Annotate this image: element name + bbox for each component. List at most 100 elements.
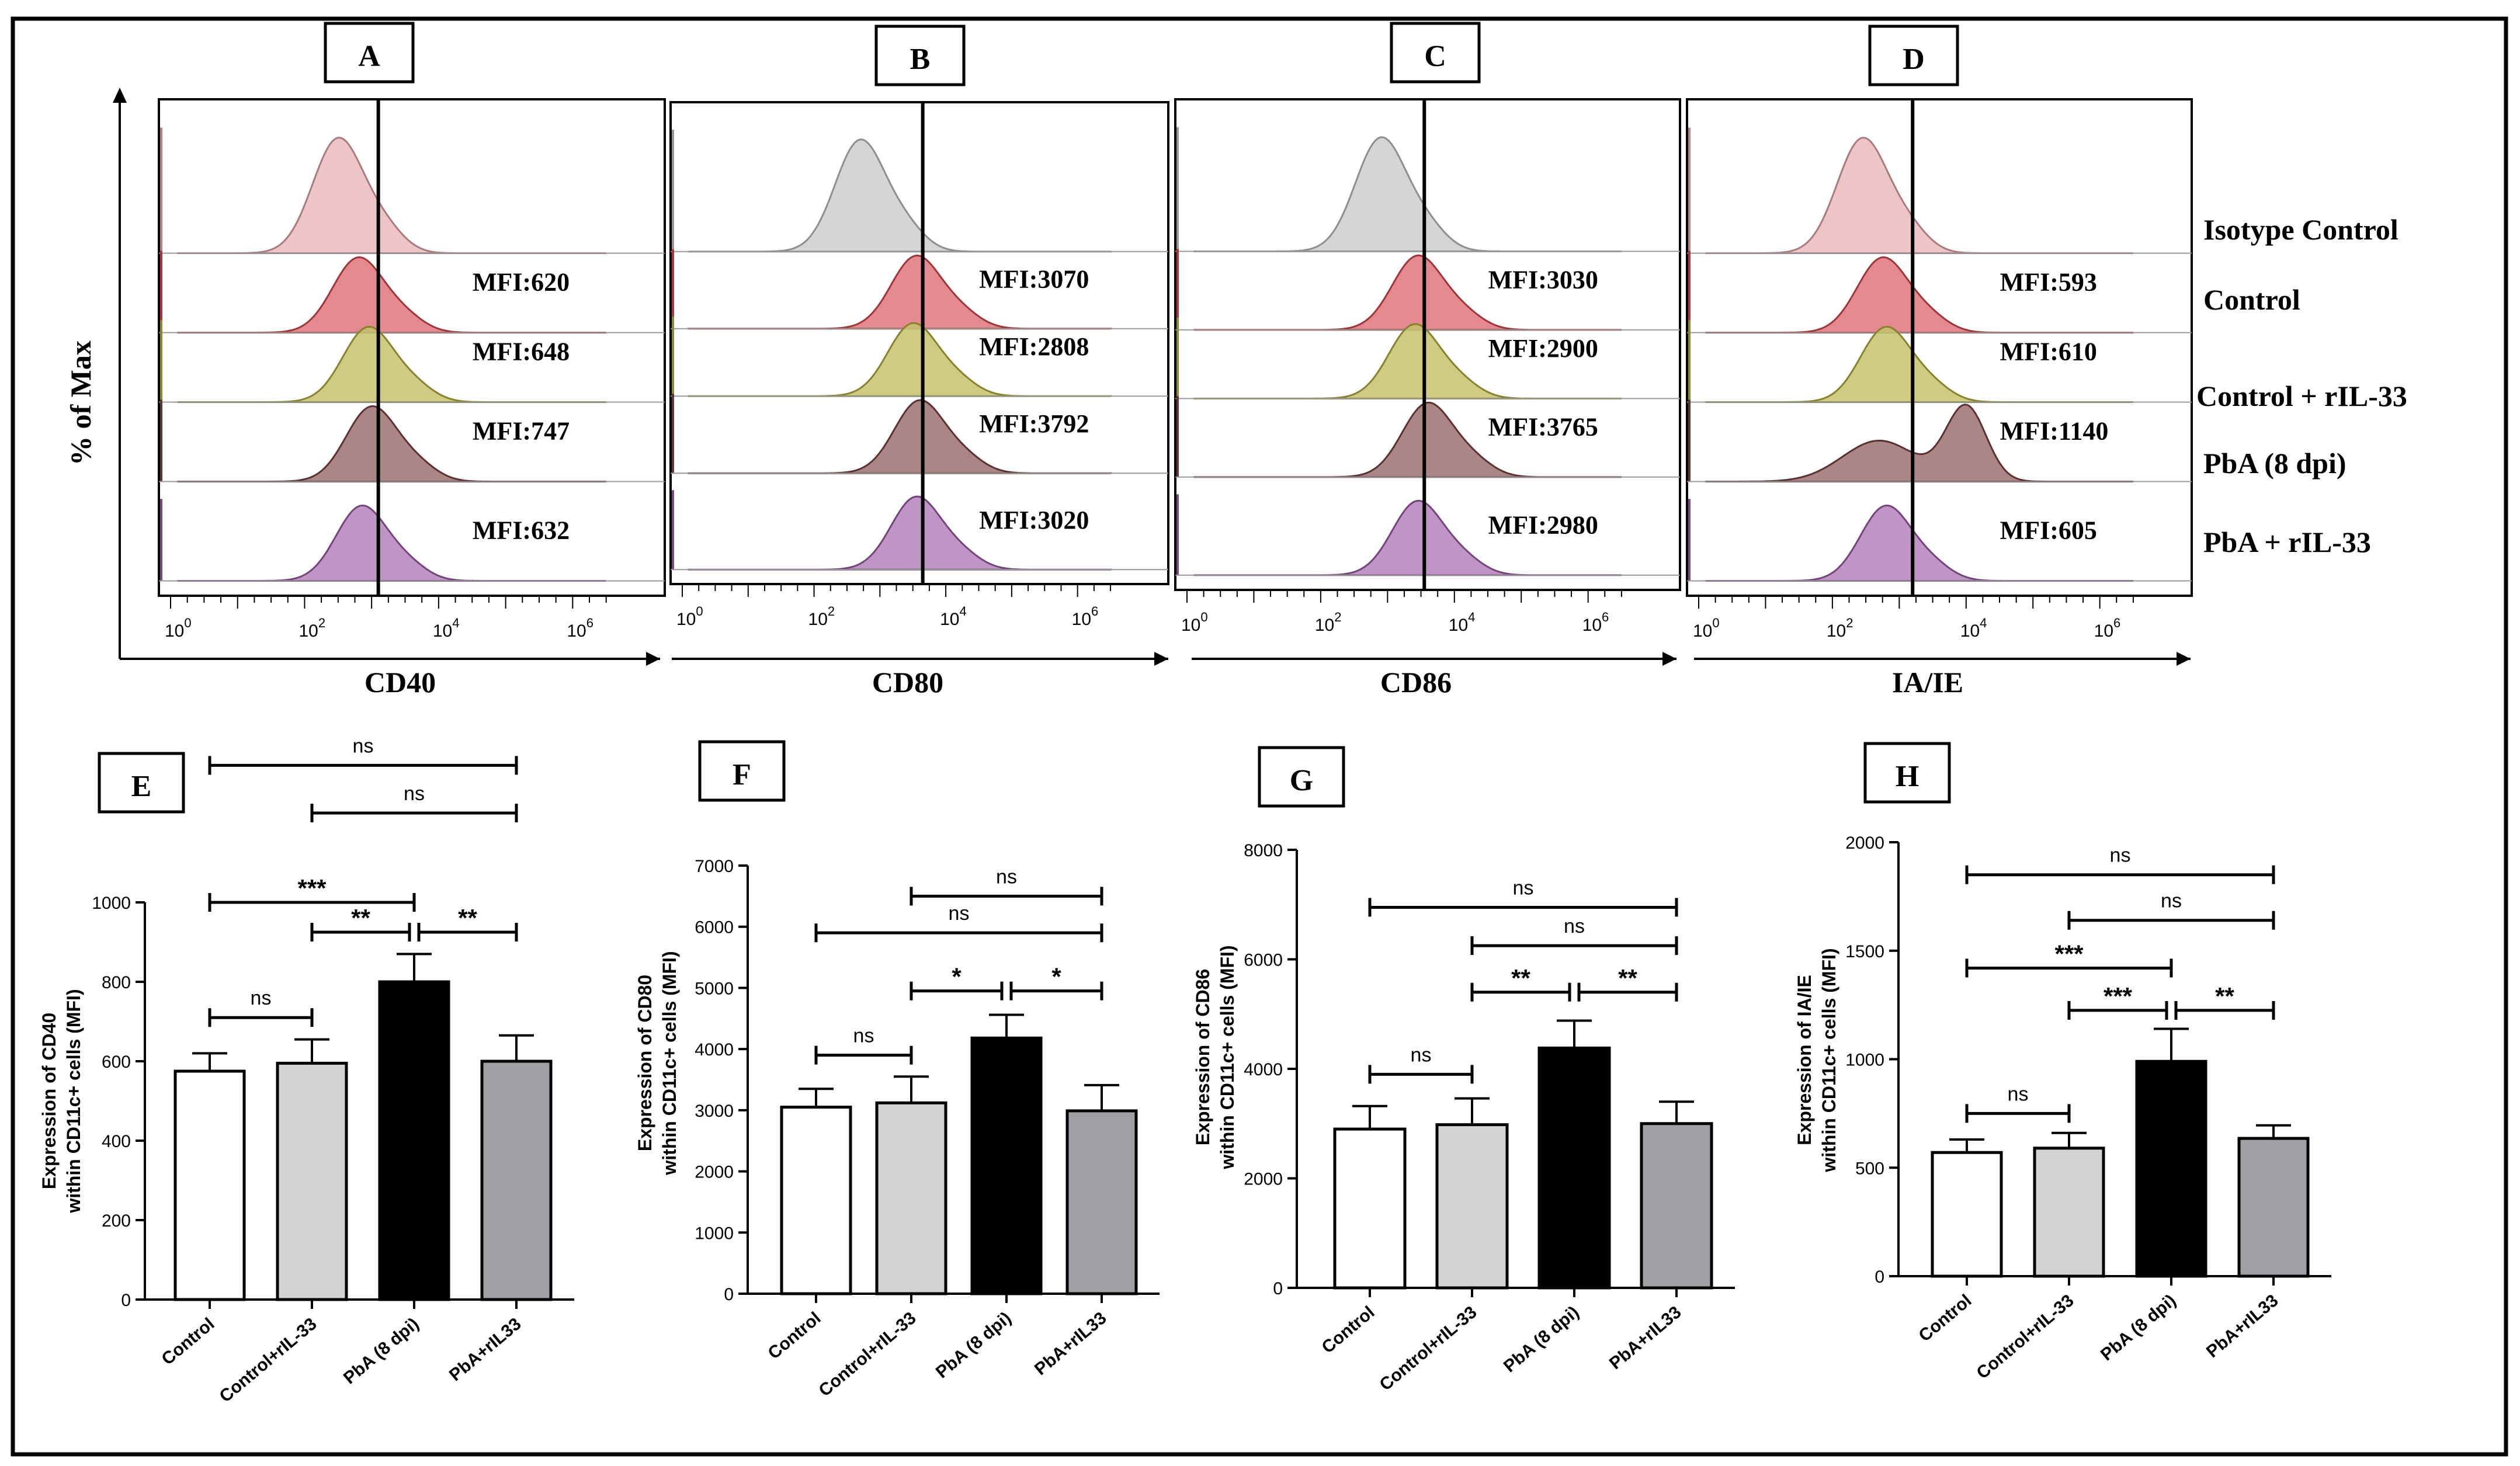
significance-label: *** bbox=[2104, 982, 2133, 1010]
category-label: PbA (8 dpi) bbox=[2097, 1291, 2180, 1364]
bar bbox=[1931, 1151, 2003, 1278]
panel-label: A bbox=[358, 40, 380, 73]
mfi-value: MFI:3765 bbox=[1488, 412, 1598, 441]
mfi-value: MFI:593 bbox=[2000, 268, 2097, 296]
x-tick-exponent: 6 bbox=[1602, 610, 1609, 624]
mfi-value: MFI:3030 bbox=[1488, 265, 1598, 294]
y-tick-label: 3000 bbox=[695, 1102, 734, 1121]
x-tick-label: 100 bbox=[676, 604, 703, 629]
significance-label: ns bbox=[2008, 1083, 2029, 1105]
bar bbox=[2135, 1059, 2207, 1278]
significance-label: ns bbox=[1513, 877, 1534, 899]
y-tick-label: 2000 bbox=[1244, 1170, 1283, 1189]
y-tick-label: 2000 bbox=[695, 1163, 734, 1182]
mfi-value: MFI:2980 bbox=[1488, 510, 1598, 539]
x-axis-arrow bbox=[1662, 652, 1676, 666]
significance-label: ** bbox=[351, 904, 370, 932]
bar bbox=[780, 1106, 852, 1295]
y-tick-label: 0 bbox=[1875, 1267, 1884, 1287]
bar bbox=[970, 1036, 1043, 1295]
x-tick-label: 102 bbox=[1827, 616, 1853, 641]
x-tick-exponent: 2 bbox=[318, 616, 325, 630]
bar bbox=[378, 980, 450, 1301]
row-label: Control + rIL-33 bbox=[2196, 380, 2407, 412]
x-tick-label: 102 bbox=[298, 616, 325, 641]
bar-panel-F: F 0 1000 2000 3000 4000 5000 6000 7000 Expression… bbox=[634, 740, 1160, 1401]
y-tick-label: 4000 bbox=[1244, 1060, 1283, 1079]
bar bbox=[1333, 1127, 1407, 1290]
x-tick-label: 104 bbox=[433, 616, 460, 641]
bar bbox=[480, 1059, 553, 1301]
bar bbox=[173, 1069, 246, 1301]
mfi-value: MFI:648 bbox=[473, 337, 570, 366]
panel-label-box bbox=[324, 22, 415, 84]
x-tick-label: 106 bbox=[1582, 610, 1609, 635]
significance-label: ns bbox=[404, 783, 425, 805]
panel-label-box bbox=[1390, 22, 1481, 84]
bar bbox=[1640, 1122, 1713, 1290]
y-axis-label-line: Expression of CD86 bbox=[1192, 969, 1213, 1145]
x-tick-exponent: 2 bbox=[1334, 610, 1341, 624]
mfi-value: MFI:3070 bbox=[979, 265, 1089, 294]
x-tick-exponent: 4 bbox=[959, 604, 966, 619]
significance-label: *** bbox=[297, 874, 327, 902]
x-tick-label: 104 bbox=[1449, 610, 1476, 635]
x-tick-label: 104 bbox=[1960, 616, 1987, 641]
x-axis-arrow bbox=[646, 652, 660, 666]
y-tick-label: 200 bbox=[102, 1211, 131, 1231]
x-axis-arrow bbox=[2177, 652, 2191, 666]
panel-label-box bbox=[1868, 25, 1959, 86]
significance-label: ns bbox=[1564, 915, 1585, 937]
histogram-panel-B: B MFI:3070 MFI:2808 MFI:3792 MFI:3020 100 102 1… bbox=[669, 25, 1169, 699]
y-axis-arrow bbox=[113, 88, 127, 103]
category-label: Control bbox=[158, 1314, 218, 1369]
mfi-value: MFI:605 bbox=[2000, 516, 2097, 544]
category-label: Control+rIL-33 bbox=[815, 1308, 920, 1401]
x-tick-exponent: 6 bbox=[1091, 604, 1098, 619]
mfi-value: MFI:3020 bbox=[979, 506, 1089, 534]
panel-label: G bbox=[1290, 764, 1313, 797]
histogram-panel-D: D MFI:593 MFI:610 MFI:1140 MFI:605 100 102 104 1… bbox=[1686, 25, 2193, 699]
histogram-frame bbox=[158, 98, 666, 597]
y-axis-label-line: Expression of CD40 bbox=[39, 1013, 60, 1189]
y-tick-label: 800 bbox=[102, 973, 131, 992]
x-tick-label: 106 bbox=[567, 616, 593, 641]
x-axis-label: CD80 bbox=[872, 666, 943, 699]
x-axis-arrow bbox=[1154, 652, 1168, 666]
bar bbox=[875, 1101, 947, 1295]
y-tick-label: 0 bbox=[1273, 1279, 1283, 1298]
histogram-panel-C: C MFI:3030 MFI:2900 MFI:3765 MFI:2980 100 102 1… bbox=[1174, 22, 1681, 699]
x-axis-label: CD86 bbox=[1380, 666, 1452, 699]
category-label: PbA (8 dpi) bbox=[932, 1308, 1015, 1382]
y-tick-label: 5000 bbox=[695, 979, 734, 998]
y-axis-label: Expression of CD80 within CD11c+ cells (M… bbox=[634, 951, 680, 1175]
panel-label: F bbox=[733, 758, 751, 791]
mfi-value: MFI:2900 bbox=[1488, 334, 1598, 363]
x-axis-label: IA/IE bbox=[1892, 666, 1963, 699]
bar bbox=[2033, 1147, 2105, 1278]
mfi-value: MFI:3792 bbox=[979, 409, 1089, 438]
mfi-value: MFI:2808 bbox=[979, 332, 1089, 361]
panel-label: E bbox=[131, 770, 152, 803]
y-axis-label-line: within CD11c+ cells (MFI) bbox=[1217, 945, 1238, 1169]
y-tick-label: 7000 bbox=[695, 857, 734, 876]
y-tick-label: 1500 bbox=[1845, 942, 1884, 961]
category-label: Control+rIL-33 bbox=[216, 1314, 321, 1406]
category-label: PbA (8 dpi) bbox=[1500, 1302, 1583, 1376]
mfi-value: MFI:620 bbox=[473, 268, 570, 296]
bar bbox=[2237, 1137, 2310, 1278]
y-tick-label: 1000 bbox=[1845, 1051, 1884, 1070]
x-tick-label: 102 bbox=[808, 604, 835, 629]
y-axis-label: Expression of CD86 within CD11c+ cells (M… bbox=[1192, 945, 1238, 1169]
row-label: Isotype Control bbox=[2203, 213, 2398, 246]
panel-label: D bbox=[1903, 43, 1925, 76]
x-tick-label: 106 bbox=[2094, 616, 2121, 641]
row-label: Control bbox=[2203, 283, 2300, 316]
x-tick-exponent: 0 bbox=[696, 604, 703, 619]
panel-label: H bbox=[1896, 760, 1919, 793]
significance-label: ** bbox=[1618, 964, 1637, 992]
x-tick-exponent: 0 bbox=[184, 616, 191, 630]
significance-label: * bbox=[952, 963, 962, 991]
bar-panel-G: G 0 2000 4000 6000 8000 Expression of CD86 with… bbox=[1192, 746, 1735, 1395]
